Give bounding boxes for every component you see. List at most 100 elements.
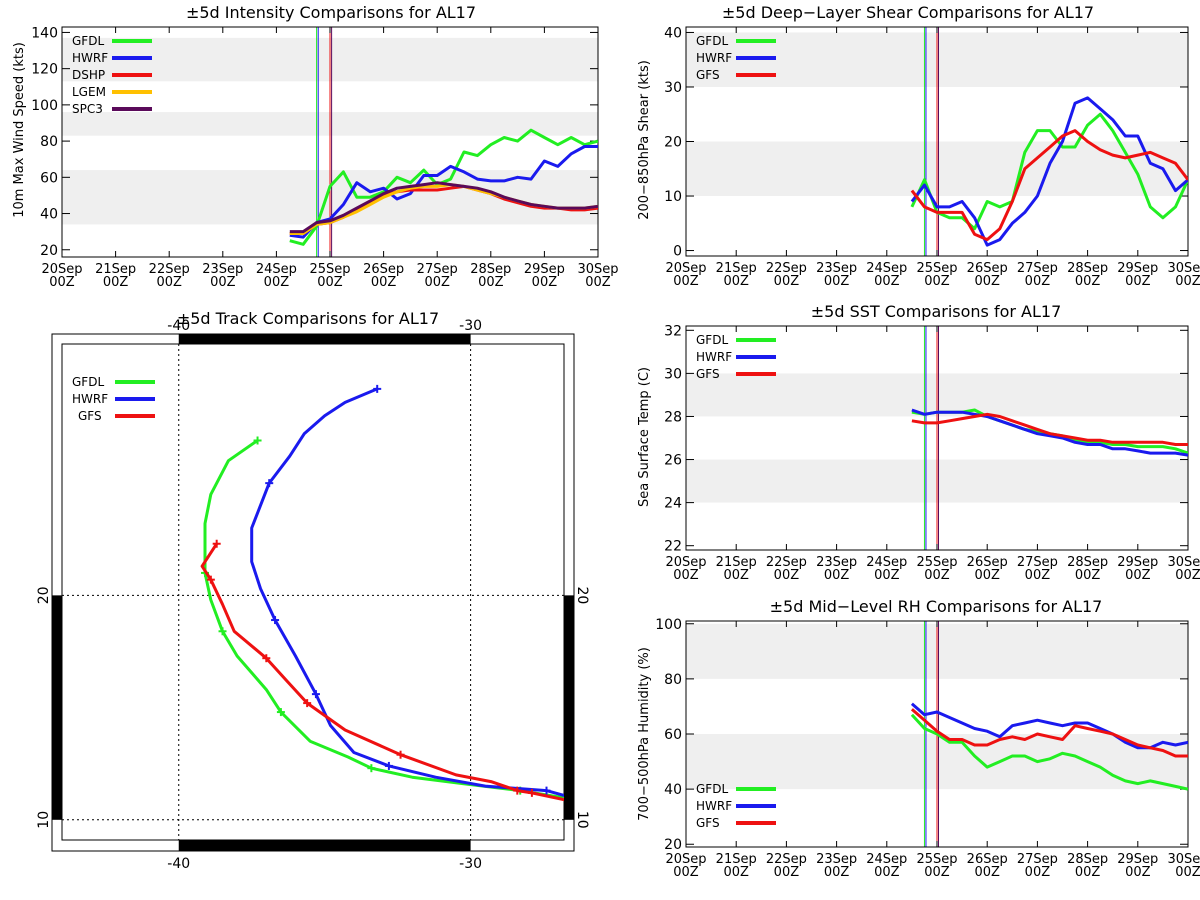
intensity-ytick-label: 140 [31,25,58,41]
intensity-xtick-label: 24Sep [256,262,297,277]
intensity-ytick-label: 20 [40,243,58,259]
sst-xtick-hour-label: 00Z [1175,568,1200,583]
sst-xtick-label: 22Sep [766,555,807,570]
rh-ytick-label: 100 [655,617,682,633]
sst-xtick-label: 20Sep [665,555,706,570]
rh-ytick-label: 60 [664,727,682,743]
sst-xtick-label: 29Sep [1117,555,1158,570]
sst-ytick-label: 32 [664,323,682,339]
track-lon-label-top: -30 [459,318,482,334]
intensity-xtick-hour-label: 00Z [49,275,75,290]
sst-legend-label-hwrf: HWRF [696,350,732,364]
rh-xtick-label: 28Sep [1067,852,1108,867]
shear-ytick-label: 0 [673,244,682,260]
sst-ylabel: Sea Surface Temp (C) [637,367,652,507]
track-top-bar [178,334,471,344]
sst-legend-label-gfs: GFS [696,367,720,381]
intensity-xtick-label: 26Sep [363,262,404,277]
track-lat-label-left: 10 [36,811,52,829]
sst-xtick-hour-label: 00Z [924,568,950,583]
shear-legend-label-hwrf: HWRF [696,51,732,65]
shear-xtick-label: 27Sep [1017,261,1058,276]
intensity-legend-label-spc3: SPC3 [72,102,103,116]
shear-title: ±5d Deep−Layer Shear Comparisons for AL1… [722,3,1094,22]
rh-xtick-hour-label: 00Z [1025,865,1051,880]
intensity-series-spc3 [289,181,598,234]
track-lat-label-left: 20 [36,586,52,604]
intensity-legend-label-gfdl: GFDL [72,34,104,48]
shear-xtick-label: 20Sep [665,261,706,276]
rh-xtick-hour-label: 00Z [874,865,900,880]
rh-ytick-label: 40 [664,782,682,798]
track-legend-label-gfs: GFS [78,409,102,423]
intensity-xtick-label: 23Sep [202,262,243,277]
rh-xtick-hour-label: 00Z [723,865,749,880]
shear-ylabel: 200−850hPa Shear (kts) [637,60,652,220]
rh-xtick-label: 22Sep [766,852,807,867]
shear-xtick-label: 24Sep [866,261,907,276]
intensity-series-group [289,128,598,246]
sst-xtick-label: 30Sep [1167,555,1200,570]
rh-xtick-hour-label: 00Z [924,865,950,880]
intensity-xtick-hour-label: 00Z [371,275,397,290]
rh-legend-label-gfdl: GFDL [696,782,728,796]
track-bottom-bar [178,840,471,851]
intensity-ytick-label: 60 [40,170,58,186]
intensity-xtick-hour-label: 00Z [478,275,504,290]
track-title: ±5d Track Comparisons for AL17 [177,309,439,328]
rh-legend-label-hwrf: HWRF [696,799,732,813]
intensity-xtick-label: 21Sep [95,262,136,277]
rh-xtick-label: 23Sep [816,852,857,867]
intensity-legend-label-lgem: LGEM [72,85,106,99]
sst-xtick-hour-label: 00Z [824,568,850,583]
shear-xtick-hour-label: 00Z [1125,274,1151,289]
track-panel: ±5d Track Comparisons for AL17 -40 -40 -30… [36,309,590,872]
track-legend-label-hwrf: HWRF [72,392,108,406]
intensity-panel: ±5d Intensity Comparisons for AL17 10m M… [12,3,619,290]
shear-xtick-label: 21Sep [716,261,757,276]
intensity-series-gfdl [289,128,598,246]
rh-xtick-label: 29Sep [1117,852,1158,867]
sst-ytick-label: 30 [664,366,682,382]
rh-xtick-hour-label: 00Z [1175,865,1200,880]
shear-xtick-hour-label: 00Z [874,274,900,289]
intensity-xtick-label: 29Sep [524,262,565,277]
intensity-title: ±5d Intensity Comparisons for AL17 [186,3,476,22]
intensity-xtick-hour-label: 00Z [424,275,450,290]
track-series-gfs [200,542,564,802]
intensity-series-hwrf [289,145,598,239]
sst-ytick-label: 26 [664,453,682,469]
shear-xtick-label: 28Sep [1067,261,1108,276]
sst-xtick-label: 24Sep [866,555,907,570]
shear-xtick-label: 23Sep [816,261,857,276]
sst-xtick-label: 26Sep [967,555,1008,570]
intensity-legend-label-hwrf: HWRF [72,51,108,65]
rh-series-gfdl [910,713,1188,791]
shear-xtick-label: 22Sep [766,261,807,276]
sst-xtick-hour-label: 00Z [774,568,800,583]
rh-series-hwrf [910,702,1188,750]
shear-xtick-label: 29Sep [1117,261,1158,276]
rh-xtick-hour-label: 00Z [974,865,1000,880]
intensity-xtick-label: 22Sep [149,262,190,277]
shear-ytick-label: 40 [664,25,682,41]
rh-xtick-label: 27Sep [1017,852,1058,867]
rh-ytick-label: 80 [664,672,682,688]
track-lat-label-right: 10 [574,811,590,829]
track-lon-label-bottom: -40 [167,856,190,872]
shear-xtick-label: 26Sep [967,261,1008,276]
shear-ytick-label: 30 [664,80,682,96]
rh-xtick-label: 25Sep [916,852,957,867]
sst-legend-label-gfdl: GFDL [696,333,728,347]
intensity-xtick-hour-label: 00Z [210,275,236,290]
rh-title: ±5d Mid−Level RH Comparisons for AL17 [770,597,1103,616]
sst-xtick-hour-label: 00Z [1075,568,1101,583]
shear-series-group [910,96,1188,247]
rh-xtick-hour-label: 00Z [1075,865,1101,880]
sst-xtick-label: 21Sep [716,555,757,570]
intensity-xtick-hour-label: 00Z [264,275,290,290]
intensity-xtick-hour-label: 00Z [585,275,611,290]
sst-xtick-hour-label: 00Z [974,568,1000,583]
intensity-legend-label-dshp: DSHP [72,68,105,82]
